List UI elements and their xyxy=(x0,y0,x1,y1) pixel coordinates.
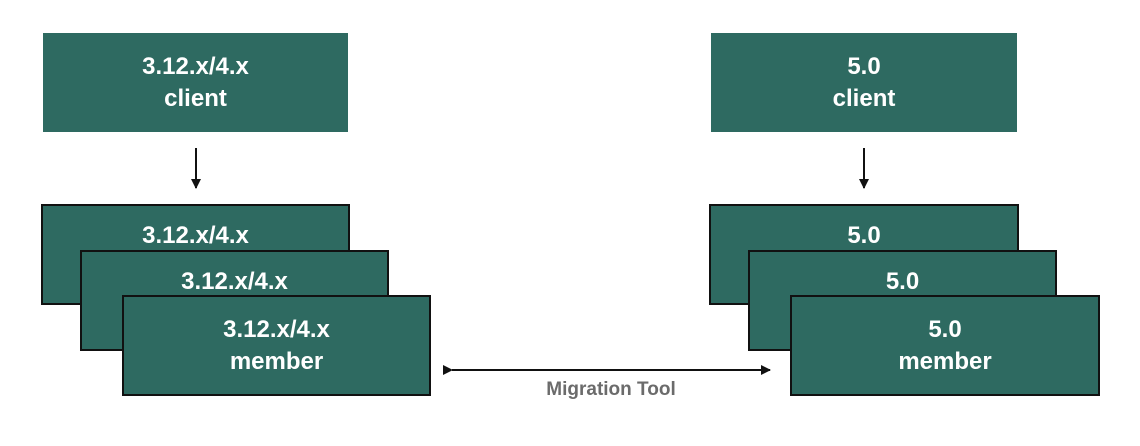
right-client-box: 5.0 client xyxy=(711,33,1017,132)
right-client-version: 5.0 xyxy=(847,52,881,80)
right-client-label: client xyxy=(832,84,896,112)
left-member-middle-version: 3.12.x/4.x xyxy=(181,268,288,295)
left-member-front-version: 3.12.x/4.x xyxy=(223,315,330,343)
left-member-box-front: 3.12.x/4.x member xyxy=(122,295,431,396)
left-member-back-version: 3.12.x/4.x xyxy=(142,222,249,249)
right-member-middle-version: 5.0 xyxy=(885,268,920,295)
migration-tool-label: Migration Tool xyxy=(546,379,676,400)
left-client-version: 3.12.x/4.x xyxy=(142,52,249,80)
right-member-back-version: 5.0 xyxy=(847,222,881,249)
right-member-front-label: member xyxy=(898,347,992,375)
right-member-box-front: 5.0 member xyxy=(790,295,1100,396)
left-client-box: 3.12.x/4.x client xyxy=(43,33,348,132)
left-client-label: client xyxy=(164,84,227,112)
right-member-front-version: 5.0 xyxy=(928,315,962,343)
left-member-front-label: member xyxy=(229,347,324,375)
